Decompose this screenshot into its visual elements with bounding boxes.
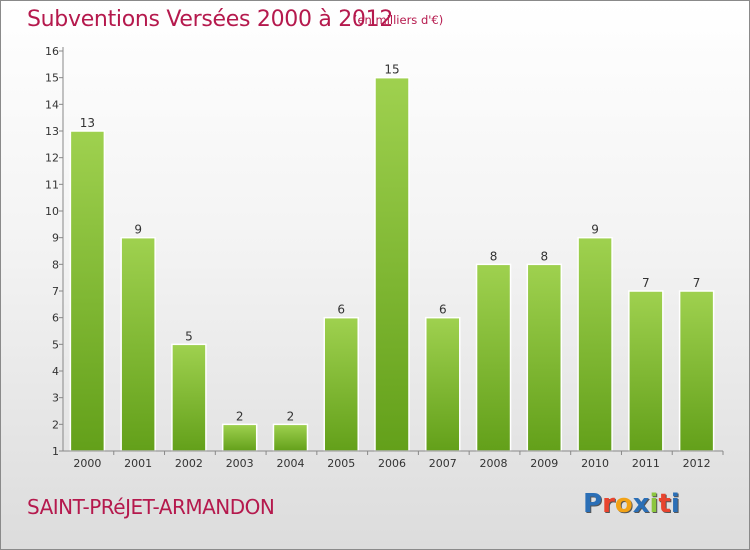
x-tick-label: 2002 — [175, 457, 203, 470]
y-tick-label: 7 — [52, 285, 59, 298]
bar-2003 — [221, 423, 258, 452]
y-tick-label: 5 — [52, 338, 59, 351]
x-tick-label: 2004 — [276, 457, 304, 470]
x-tick-label: 2007 — [429, 457, 457, 470]
y-tick-label: 1 — [52, 445, 59, 458]
y-tick-label: 10 — [45, 205, 59, 218]
x-tick-label: 2012 — [683, 457, 711, 470]
logo-letter: i — [649, 489, 659, 519]
axes-group: 2000 2001 2002 2003 2004 2005 2006 2007 2008 2009… — [45, 45, 724, 470]
bar-value-label: 2 — [236, 409, 244, 423]
bar-2001 — [120, 236, 156, 452]
x-tick-label: 2006 — [378, 457, 406, 470]
y-tick-label: 8 — [52, 258, 59, 271]
y-tick-label: 16 — [45, 45, 59, 58]
bar-value-label: 13 — [80, 116, 95, 130]
logo-letter: r — [602, 489, 615, 519]
chart-subtitle: (en milliers d'€) — [353, 13, 444, 27]
bar-2002 — [171, 343, 207, 452]
x-tick-label: 2000 — [73, 457, 101, 470]
x-tick-label: 2005 — [327, 457, 355, 470]
x-tick-label: 2001 — [124, 457, 152, 470]
y-tick-label: 6 — [52, 312, 59, 325]
bar-value-label: 9 — [591, 223, 599, 237]
bar-2009 — [526, 263, 563, 452]
proxiti-logo: Proxiti — [583, 489, 680, 519]
y-tick-label: 2 — [52, 418, 59, 431]
bars-group: 13 9 5 2 2 6 15 6 8 8 9 7 7 — [69, 63, 715, 452]
bar-2011 — [628, 290, 664, 452]
y-tick-label: 15 — [45, 72, 59, 85]
x-tick-label: 2003 — [226, 457, 254, 470]
x-tick-label: 2008 — [480, 457, 508, 470]
logo-letter: P — [583, 489, 603, 519]
bar-value-label: 9 — [134, 223, 142, 237]
commune-name: SAINT-PRéJET-ARMANDON — [27, 495, 275, 519]
logo-letter: t — [658, 489, 671, 519]
bar-2012 — [678, 290, 715, 452]
y-tick-label: 12 — [45, 152, 59, 165]
bar-value-label: 6 — [337, 303, 345, 317]
bar-2006 — [374, 76, 410, 452]
x-tick-label: 2009 — [530, 457, 558, 470]
bar-2007 — [425, 316, 461, 452]
chart-title: Subventions Versées 2000 à 2012 — [27, 7, 394, 32]
bar-value-label: 15 — [384, 63, 399, 77]
bar-2000 — [69, 130, 106, 452]
bar-value-label: 6 — [439, 303, 447, 317]
bar-value-label: 8 — [540, 249, 548, 263]
bar-2010 — [577, 236, 613, 452]
logo-letter: i — [670, 489, 680, 519]
x-tick-label: 2010 — [581, 457, 609, 470]
y-tick-label: 14 — [45, 98, 59, 111]
logo-letter: o — [614, 489, 633, 519]
bar-value-label: 8 — [490, 249, 498, 263]
bar-value-label: 5 — [185, 329, 193, 343]
logo-letter: x — [632, 489, 650, 519]
y-tick-label: 13 — [45, 125, 59, 138]
bar-2008 — [475, 263, 512, 452]
y-tick-label: 9 — [52, 232, 59, 245]
y-tick-label: 3 — [52, 392, 59, 405]
bar-2005 — [323, 316, 359, 452]
bar-value-label: 7 — [693, 276, 701, 290]
bar-value-label: 7 — [642, 276, 650, 290]
bar-2004 — [272, 423, 309, 452]
x-tick-label: 2011 — [632, 457, 660, 470]
y-tick-label: 4 — [52, 365, 59, 378]
y-tick-label: 11 — [45, 178, 59, 191]
bar-value-label: 2 — [287, 409, 295, 423]
